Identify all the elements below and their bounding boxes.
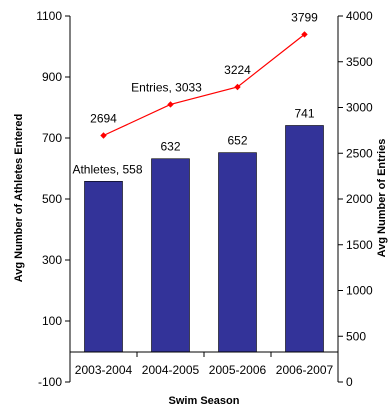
y-right-tick-label: 0 [346, 375, 353, 389]
bar-value-label: Athletes, 558 [72, 162, 142, 176]
y-right-tick-label: 2500 [346, 146, 373, 160]
y-axis-right-title: Avg Number of Entries [376, 139, 388, 258]
bar-2005-2006 [218, 152, 257, 353]
y-axis-left-title: Avg Number of Athletes Entered [13, 114, 25, 283]
entries-line [103, 33, 305, 137]
x-category-label: 2003-2004 [75, 363, 133, 377]
x-axis-title: Swim Season [169, 395, 240, 407]
y-left-tick-label: 500 [42, 192, 62, 206]
entries-value-label: 3799 [291, 10, 318, 24]
y-left-tick-label: -100 [38, 375, 62, 389]
y-left-tick-label: 1100 [36, 9, 62, 23]
y-left-tick-label: 700 [42, 131, 62, 145]
y-right-tick-label: 500 [346, 329, 366, 343]
y-right-tick-label: 4000 [346, 9, 373, 23]
axis-titles: Swim Season Avg Number of Athletes Enter… [13, 114, 388, 407]
line-series-entries [100, 31, 308, 139]
x-category-label: 2004-2005 [142, 363, 200, 377]
bar-value-label: 632 [160, 140, 180, 154]
bar-2006-2007 [285, 125, 324, 353]
bar-2003-2004 [84, 181, 123, 353]
entries-value-label: 2694 [90, 111, 117, 125]
entries-point-2004-2005 [167, 101, 174, 108]
y-left-tick-label: 300 [42, 253, 62, 267]
entries-value-label: 3224 [224, 63, 251, 77]
entries-point-2006-2007 [301, 31, 308, 38]
y-left-tick-label: 100 [42, 314, 62, 328]
x-category-label: 2006-2007 [276, 363, 334, 377]
entries-point-2003-2004 [100, 132, 107, 139]
data-labels: Athletes, 558 632 652 741 2694 Entries, 3033 3… [72, 10, 318, 176]
entries-value-label: Entries, 3033 [131, 80, 202, 94]
bar-2004-2005 [151, 158, 190, 353]
y-right-tick-label: 3500 [346, 55, 373, 69]
bar-series-athletes [84, 125, 324, 353]
entries-point-2005-2006 [234, 83, 241, 91]
y-right-tick-label: 2000 [346, 192, 373, 206]
y-right-tick-label: 1500 [346, 238, 373, 252]
x-category-label: 2005-2006 [209, 363, 267, 377]
bar-value-label: 741 [294, 106, 314, 120]
y-left-tick-label: 900 [42, 70, 62, 84]
axes: -100 100 300 500 700 900 1100 0 500 1000 1500 2000 2… [36, 9, 373, 389]
y-right-tick-label: 1000 [346, 284, 373, 298]
bar-value-label: 652 [227, 134, 247, 148]
y-right-tick-label: 3000 [346, 101, 373, 115]
